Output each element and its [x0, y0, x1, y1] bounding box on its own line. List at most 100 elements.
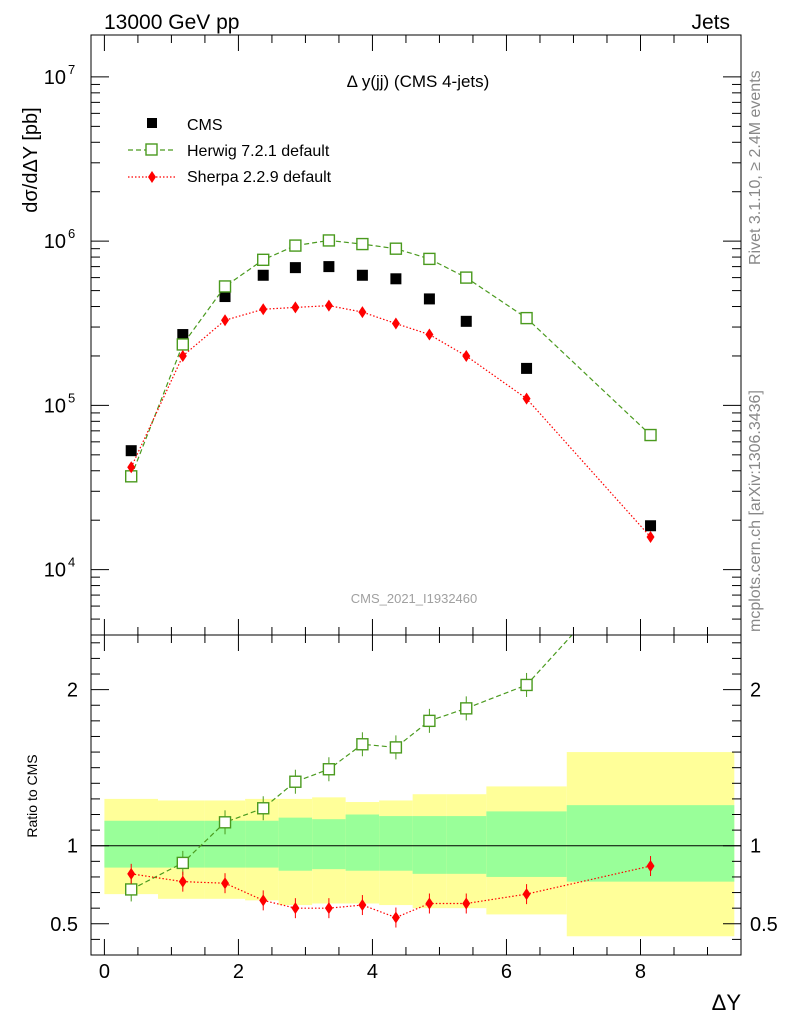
ratio-y-tick-label: 2: [67, 680, 78, 702]
x-tick-label: 4: [367, 961, 378, 983]
ratio-sherpa-2-2-9-default-point: [522, 888, 531, 901]
ratio-y-tick-label-right: 2: [750, 680, 761, 702]
stat-uncertainty-band: [312, 819, 346, 870]
ratio-herwig-7-2-1-default-point: [289, 775, 302, 788]
legend-marker-herwig: [145, 143, 158, 156]
y-tick-exponent: 6: [68, 226, 75, 241]
sherpa-2-2-9-default-point: [522, 392, 531, 405]
sherpa-2-2-9-default-point: [646, 531, 655, 544]
cms-point: [177, 329, 189, 341]
ratio-sherpa-2-2-9-default-point: [127, 867, 136, 880]
ratio-herwig-7-2-1-default-point: [257, 802, 270, 815]
y-tick-label: 10: [44, 560, 66, 582]
ratio-herwig-7-2-1-default-point: [125, 883, 138, 896]
herwig-7-2-1-default-point: [644, 428, 657, 442]
ratio-herwig-7-2-1-default-point: [356, 738, 369, 751]
ratio-sherpa-2-2-9-default-point: [462, 897, 471, 910]
sherpa-2-2-9-default-point: [127, 461, 136, 474]
sherpa-2-2-9-default-point: [221, 314, 230, 327]
sherpa-2-2-9-default-point: [291, 301, 300, 314]
stat-uncertainty-band: [379, 816, 413, 871]
ratio-panel-frame: [90, 634, 742, 956]
cms-point: [219, 291, 231, 303]
sherpa-2-2-9-default-point: [391, 317, 400, 330]
jets-label: Jets: [691, 11, 730, 34]
ratio-herwig-7-2-1-default-line: [130, 635, 573, 890]
main-y-axis-label: dσ/dΔY [pb]: [20, 107, 42, 212]
sherpa-2-2-9-default-point: [358, 306, 367, 319]
stat-uncertainty-band: [104, 820, 159, 868]
cms-point: [390, 273, 402, 285]
ratio-sherpa-2-2-9-default-point: [221, 877, 230, 890]
ratio-herwig-7-2-1-default-point: [423, 714, 436, 728]
herwig-7-2-1-default-line: [130, 239, 651, 477]
stat-uncertainty-band: [412, 816, 447, 874]
ratio-herwig-7-2-1-default-point: [322, 763, 336, 776]
ratio-y-tick-label: 1: [67, 836, 78, 858]
ratio-herwig-7-2-1-default-point: [389, 741, 403, 754]
legend-label-cms: CMS: [187, 117, 223, 134]
herwig-7-2-1-default-point: [356, 237, 369, 251]
ratio-herwig-7-2-1-default-point: [176, 856, 190, 870]
ratio-sherpa-2-2-9-default-point: [358, 899, 367, 912]
cms-point: [521, 362, 533, 374]
ratio-sherpa-2-2-9-default-point: [324, 902, 333, 915]
cms-point: [356, 269, 368, 281]
legend: CMS Herwig 7.2.1 default Sherpa 2.2.9 de…: [128, 117, 332, 186]
ratio-sherpa-2-2-9-default-point: [391, 911, 400, 924]
legend-marker-cms: [147, 118, 157, 128]
sherpa-2-2-9-default-point: [178, 349, 187, 362]
ratio-y-tick-label: 0.5: [50, 914, 78, 936]
plot-title: Δ y(jj) (CMS 4-jets): [347, 72, 490, 91]
cms-point: [423, 293, 435, 305]
cms-point: [257, 269, 269, 281]
herwig-7-2-1-default-point: [389, 242, 403, 255]
y-tick-label: 10: [44, 395, 66, 417]
cms-point: [460, 315, 472, 327]
sherpa-2-2-9-default-point: [324, 299, 333, 312]
legend-label-sherpa: Sherpa 2.2.9 default: [187, 169, 332, 186]
y-tick-exponent: 5: [68, 390, 75, 405]
cms-point: [289, 262, 301, 274]
y-tick-label: 10: [44, 67, 66, 89]
herwig-7-2-1-default-point: [176, 338, 190, 351]
ratio-sherpa-2-2-9-default-point: [291, 902, 300, 915]
ratio-herwig-7-2-1-default-point: [218, 816, 232, 829]
sherpa-2-2-9-default-point: [425, 328, 434, 341]
y-tick-exponent: 7: [68, 62, 75, 77]
sherpa-2-2-9-default-line: [130, 305, 651, 538]
herwig-7-2-1-default-point: [289, 239, 302, 252]
x-tick-label: 2: [233, 961, 244, 983]
herwig-7-2-1-default-point: [423, 252, 436, 266]
herwig-7-2-1-default-point: [460, 271, 473, 284]
ratio-herwig-7-2-1-default-point: [520, 678, 533, 692]
analysis-tag: CMS_2021_I1932460: [351, 591, 478, 606]
ratio-y-axis-label: Ratio to CMS: [24, 754, 40, 837]
ratio-y-tick-label-right: 1: [750, 836, 761, 858]
cms-point: [323, 261, 335, 273]
legend-marker-sherpa: [148, 171, 156, 183]
stat-uncertainty-band: [486, 811, 567, 877]
source-label: mcplots.cern.ch [arXiv:1306.3436]: [747, 390, 764, 632]
cms-point: [645, 520, 657, 532]
y-tick-exponent: 4: [68, 555, 75, 570]
x-axis-label: ΔY: [712, 990, 742, 1015]
stat-uncertainty-band: [345, 814, 380, 871]
stat-uncertainty-band: [278, 817, 313, 871]
x-tick-label: 8: [635, 961, 646, 983]
herwig-7-2-1-default-point: [322, 234, 336, 247]
ratio-sherpa-2-2-9-default-point: [646, 860, 655, 873]
stat-uncertainty-band: [446, 816, 487, 874]
legend-label-herwig: Herwig 7.2.1 default: [187, 143, 330, 160]
x-tick-label: 6: [501, 961, 512, 983]
ratio-sherpa-2-2-9-default-point: [259, 894, 268, 907]
herwig-7-2-1-default-point: [520, 311, 533, 325]
stat-uncertainty-band: [245, 820, 279, 868]
ratio-panel: 0.5 0.5 1 1 2 2 0 2 4 6 8: [50, 635, 778, 983]
herwig-7-2-1-default-point: [257, 253, 270, 267]
herwig-7-2-1-default-point: [218, 280, 232, 293]
ratio-herwig-7-2-1-default-point: [460, 702, 473, 715]
x-tick-label: 0: [99, 961, 110, 983]
